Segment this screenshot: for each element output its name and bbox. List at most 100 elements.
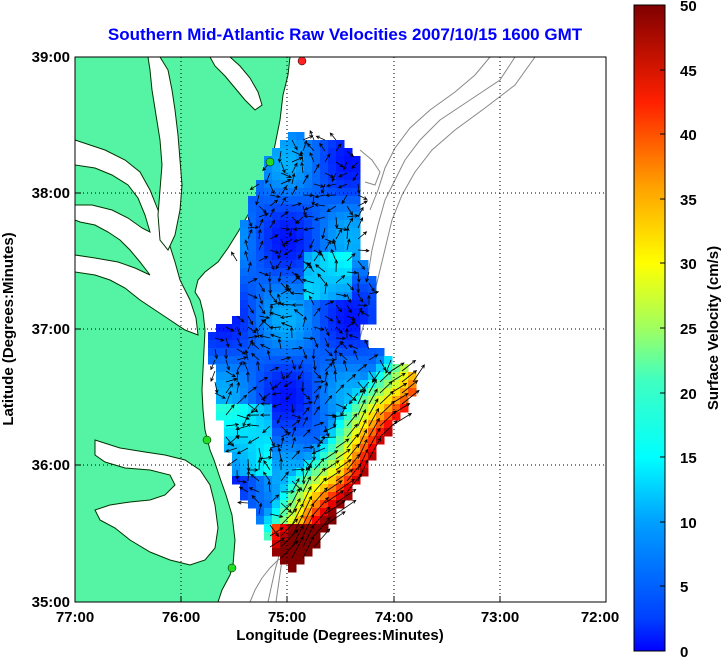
velocity-arrow [401,370,418,383]
velocity-arrow [283,249,293,256]
velocity-cell [344,284,353,293]
velocity-cell [320,452,329,461]
velocity-arrow [227,458,238,467]
velocity-cell [280,316,289,325]
velocity-cell [256,324,265,333]
velocity-cell [256,484,265,493]
velocity-cell [248,332,257,341]
velocity-cell [248,316,257,325]
velocity-arrow [249,183,260,190]
velocity-cell [240,452,249,461]
velocity-arrow [255,327,260,339]
velocity-cell [320,156,329,165]
velocity-cell [328,228,337,237]
velocity-arrow [368,437,382,460]
velocity-arrow [329,132,337,141]
velocity-cell [328,468,337,477]
velocity-cell [312,356,321,365]
velocity-cell [336,196,345,205]
velocity-cell [344,460,353,469]
velocity-arrow [379,410,397,427]
velocity-arrow [225,436,235,447]
velocity-cell [280,308,289,317]
velocity-arrow [313,405,320,416]
velocity-cell [312,444,321,453]
velocity-cell [368,404,377,413]
velocity-cell [352,244,361,253]
velocity-arrow [277,271,282,283]
velocity-cell [336,188,345,197]
velocity-arrow [236,414,250,420]
colorbar-tick: 5 [680,579,688,596]
velocity-cell [376,428,385,437]
velocity-cell [352,164,361,173]
velocity-cell [288,308,297,317]
x-tick-label: 76:00 [162,609,200,626]
velocity-cell [328,372,337,381]
velocity-cell [312,500,321,509]
velocity-cell [328,220,337,229]
velocity-cell [288,492,297,501]
velocity-arrow [312,359,317,371]
velocity-cell [216,380,225,389]
velocity-cell [336,204,345,213]
velocity-arrow [290,403,295,414]
velocity-cell [272,532,281,541]
velocity-cell [304,444,313,453]
velocity-arrow [346,433,359,449]
velocity-arrow [214,392,226,399]
velocity-cell [360,348,369,357]
velocity-arrow [357,448,369,471]
velocity-arrow [269,436,275,448]
velocity-cell [344,404,353,413]
velocity-cell [256,276,265,285]
velocity-cell [368,380,377,389]
velocity-arrow [280,322,293,328]
velocity-cell [248,380,257,389]
velocity-arrow [314,216,326,221]
velocity-arrow [268,282,273,295]
velocity-cell [392,396,401,405]
velocity-arrow [269,249,280,254]
colorbar-tick: 30 [680,256,697,273]
velocity-cell [288,252,297,261]
velocity-arrow [367,294,371,306]
velocity-cell [320,164,329,173]
velocity-arrow [247,278,258,284]
velocity-cell [232,364,241,373]
y-axis-label: Latitude (Degrees:Minutes) [0,232,17,425]
velocity-cell [248,260,257,269]
velocity-arrow [357,419,367,438]
velocity-cell [328,236,337,245]
velocity-cell [328,364,337,373]
velocity-cell [328,188,337,197]
velocity-cell [320,188,329,197]
velocity-arrow [311,348,316,360]
velocity-arrow [313,379,325,384]
velocity-cell [240,364,249,373]
velocity-arrow [214,348,219,360]
velocity-arrow [269,444,282,449]
velocity-cell [216,340,225,349]
velocity-cell [304,324,313,333]
velocity-cell [304,524,313,533]
velocity-cell [288,132,297,141]
velocity-cell [336,444,345,453]
velocity-arrow [269,381,275,391]
velocity-cell [264,196,273,205]
velocity-arrow [280,432,292,438]
velocity-cell [248,348,257,357]
velocity-arrow [324,337,330,348]
velocity-cell [304,316,313,325]
velocity-cell [376,396,385,405]
velocity-cell [320,204,329,213]
velocity-cell [336,380,345,389]
velocity-cell [304,380,313,389]
velocity-cell [272,244,281,253]
velocity-cell [280,172,289,181]
velocity-arrow [331,172,337,182]
velocity-cell [280,292,289,301]
velocity-cell [296,148,305,157]
velocity-arrow [291,497,301,515]
velocity-arrow [225,404,235,416]
